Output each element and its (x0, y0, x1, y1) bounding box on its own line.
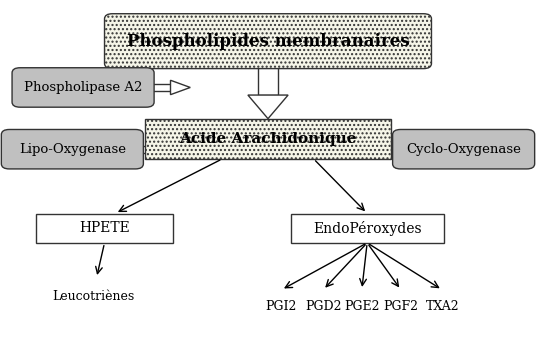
Polygon shape (161, 142, 182, 156)
Text: EndoPéroxydes: EndoPéroxydes (313, 221, 421, 236)
Text: PGF2: PGF2 (383, 300, 419, 314)
Bar (291, 213, 444, 243)
FancyBboxPatch shape (105, 14, 431, 69)
FancyBboxPatch shape (392, 130, 535, 169)
Text: Phospholipides membranaires: Phospholipides membranaires (126, 33, 410, 50)
Polygon shape (354, 142, 375, 156)
Bar (36, 213, 173, 243)
Text: PGE2: PGE2 (344, 300, 379, 314)
FancyBboxPatch shape (2, 130, 143, 169)
Text: Lipo-Oxygenase: Lipo-Oxygenase (19, 143, 126, 156)
Text: HPETE: HPETE (79, 221, 130, 235)
Polygon shape (248, 95, 288, 119)
FancyBboxPatch shape (12, 68, 154, 107)
Bar (375, 146, 400, 153)
Bar (145, 119, 391, 158)
Text: Acide Arachidonique: Acide Arachidonique (179, 132, 357, 146)
Text: TXA2: TXA2 (426, 300, 459, 314)
Text: PGI2: PGI2 (266, 300, 297, 314)
Polygon shape (170, 80, 190, 95)
Text: PGD2: PGD2 (305, 300, 341, 314)
Bar (258, 62, 278, 95)
Bar (136, 146, 161, 153)
Text: Leucotriènes: Leucotriènes (53, 290, 135, 303)
Text: Cyclo-Oxygenase: Cyclo-Oxygenase (406, 143, 521, 156)
Bar (146, 84, 170, 91)
Text: Phospholipase A2: Phospholipase A2 (24, 81, 142, 94)
